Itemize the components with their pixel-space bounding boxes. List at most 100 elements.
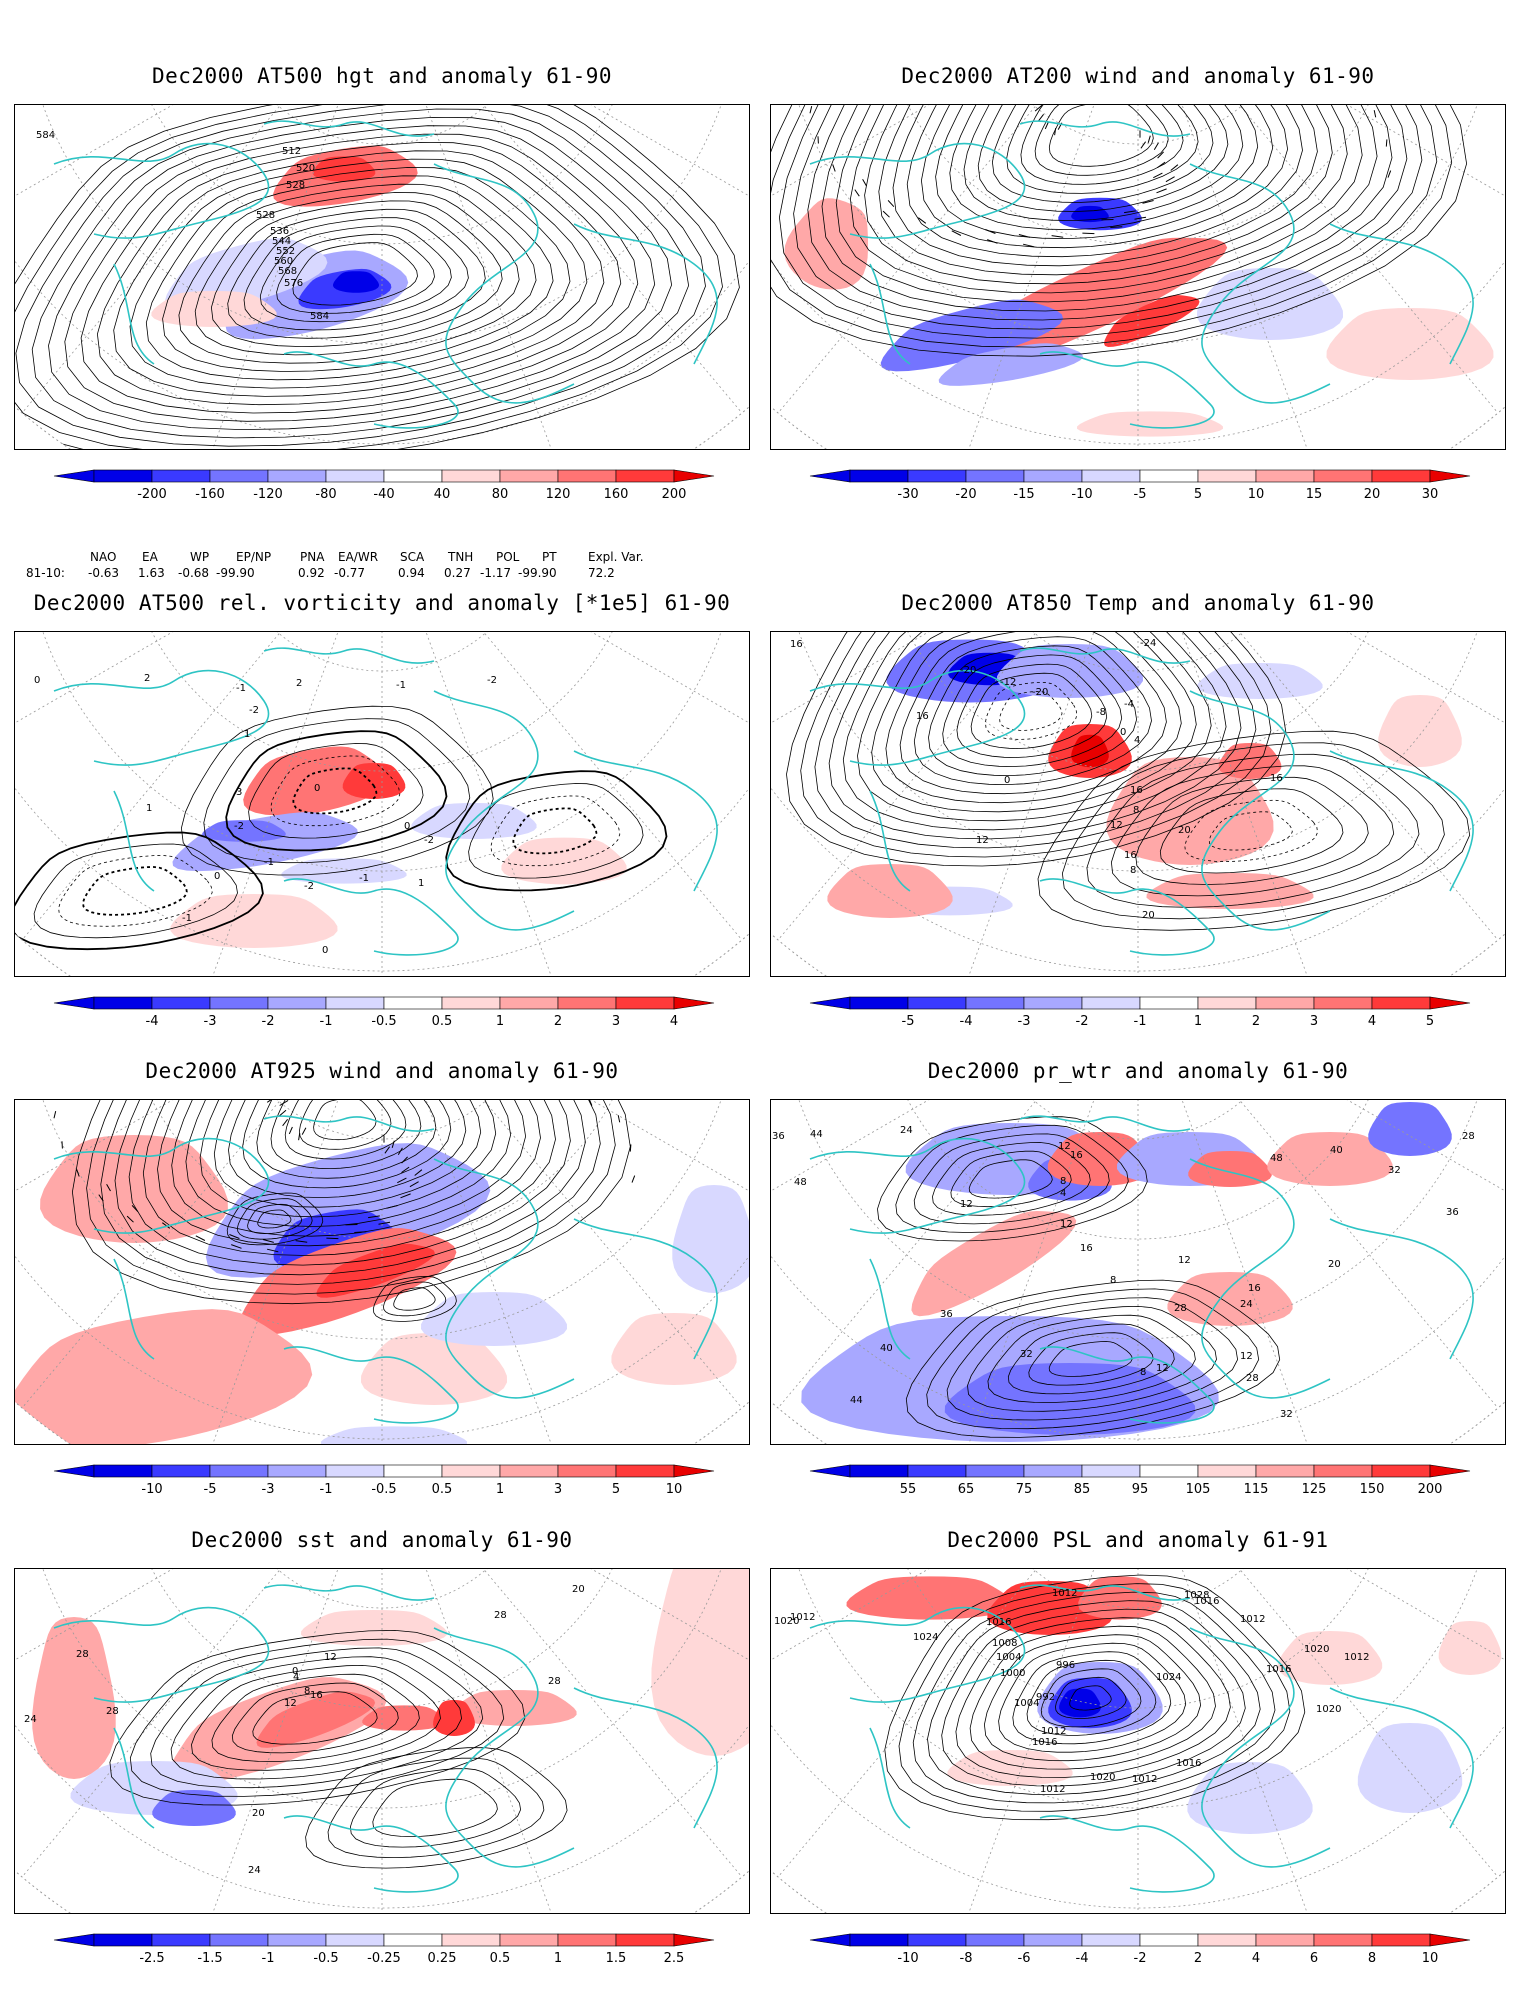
anomaly-region: [501, 837, 627, 885]
coastline: [1019, 1584, 1191, 1601]
meridian-line: [1137, 1568, 1499, 1878]
coastline: [1189, 1627, 1331, 1868]
contour-label: -2: [249, 705, 259, 716]
streamline-arrow: [98, 1194, 104, 1202]
colorbar-tick-label: -1.5: [197, 1951, 222, 1966]
contour-label: 1016: [1032, 1737, 1057, 1748]
contour-line: [227, 208, 486, 339]
streamline-arrow: [918, 217, 927, 224]
contour-line: [33, 843, 238, 939]
contour-line: [292, 767, 378, 815]
coastline: [113, 263, 155, 365]
colorbar-tick-label: -6: [1018, 1951, 1031, 1966]
contour-line: [512, 807, 598, 855]
contour-label: 16: [310, 1690, 323, 1701]
anomaly-region: [312, 156, 376, 182]
contour-line: [935, 104, 1274, 240]
contour-label: 28: [76, 1649, 89, 1660]
map-area: 16 -24 -20 -12 -20 16 -8 -4 0 4 0 16 8 12 16 20 12 8 20 16: [770, 631, 1506, 977]
meridian-line: [21, 104, 383, 414]
colorbar-swatch: [383, 1933, 443, 1947]
colorbar-swatch: [267, 1933, 327, 1947]
contour-label: 1012: [1344, 1652, 1369, 1663]
contour-label: 536: [270, 226, 289, 237]
colorbar-swatch: [499, 1464, 559, 1478]
colorbar-swatch: [1255, 996, 1315, 1010]
colorbar-tick-label: 1: [554, 1951, 562, 1966]
contour-line: [256, 1099, 437, 1179]
colorbar-swatch: [1139, 996, 1199, 1010]
colorbar: -4 -3 -2 -1 -0.5 0.5 1 2 3 4: [53, 995, 715, 1033]
contour-line: [194, 192, 520, 356]
contour-label: 560: [274, 256, 293, 267]
contour-line: [1135, 776, 1369, 885]
colorbar-swatch: [1313, 1933, 1373, 1947]
anomaly-region: [433, 1700, 475, 1736]
colorbar-arrow-right: [1429, 1464, 1471, 1478]
contour-label: 36: [940, 1309, 953, 1320]
contour-line: [770, 104, 1453, 348]
contour-line: [191, 1664, 441, 1771]
colorbar-arrow-left: [53, 1933, 95, 1947]
contour-line: [927, 1600, 1261, 1795]
contour-label: 48: [1270, 1153, 1283, 1164]
contour-line: [928, 645, 1138, 777]
colorbar-tick-label: 150: [1360, 1482, 1385, 1497]
colorbar-swatch: [1139, 1464, 1199, 1478]
anomaly-region: [301, 1610, 447, 1646]
contour-line: [1020, 104, 1184, 185]
streamline-arrow: [288, 1126, 293, 1135]
contour-label: 20: [1178, 825, 1191, 836]
contour-label: 568: [278, 266, 297, 277]
coastline: [1189, 163, 1331, 404]
contour-label: 28: [1462, 1131, 1475, 1142]
colorbar-swatch: [499, 1933, 559, 1947]
contour-label: 584: [310, 311, 329, 322]
contour-line: [468, 783, 644, 879]
contour-label: 1004: [996, 1652, 1021, 1663]
colorbar-tick-label: 1.5: [606, 1951, 627, 1966]
contour-label: -1: [182, 913, 192, 924]
colorbar-arrow-right: [673, 1933, 715, 1947]
meridian-line: [381, 631, 743, 941]
contour-label: 8: [1133, 805, 1139, 816]
map-frame: [770, 1099, 1506, 1445]
colorbar-swatch: [907, 469, 967, 483]
colorbar-tick-label: 5: [612, 1482, 620, 1497]
contour-line: [969, 1625, 1216, 1770]
anomaly-region: [243, 746, 388, 816]
index-value: 0.94: [398, 566, 425, 580]
colorbar-tick-label: -2: [1076, 1014, 1089, 1029]
colorbar-swatch: [1197, 996, 1257, 1010]
colorbar-swatch: [1255, 1933, 1315, 1947]
contour-line: [1040, 1668, 1142, 1728]
anomaly-region: [1197, 663, 1323, 699]
contour-label: 0: [322, 945, 328, 956]
contour-line: [905, 1279, 1281, 1438]
anomaly-region: [1277, 1631, 1383, 1685]
contour-label: 16: [1270, 773, 1283, 784]
coastline: [283, 351, 459, 429]
streamline-arrow: [887, 200, 895, 208]
anomaly-region: [170, 894, 338, 948]
colorbar-arrow-left: [53, 996, 95, 1010]
contour-line: [128, 1099, 571, 1266]
index-value: -99.90: [216, 566, 255, 580]
contour-line: [1048, 104, 1154, 167]
colorbar-tick-label: -20: [955, 487, 976, 502]
colorbar-arrow-right: [673, 1464, 715, 1478]
contour-line: [162, 175, 554, 372]
contour-label: 3: [236, 787, 242, 798]
colorbar: -30 -20 -15 -10 -5 5 10 15 20 30: [809, 468, 1471, 506]
anomaly-region: [1368, 1102, 1452, 1156]
colorbar-tick-label: 10: [666, 1482, 683, 1497]
colorbar: -5 -4 -3 -2 -1 1 2 3 4 5: [809, 995, 1471, 1033]
map-content: [14, 1568, 750, 1914]
contour-line: [956, 663, 1108, 758]
anomaly-region: [361, 1333, 507, 1405]
streamline-arrow: [400, 1193, 411, 1199]
coastline: [1019, 647, 1191, 664]
index-name: PT: [542, 550, 557, 564]
coastline: [263, 120, 435, 137]
colorbar-swatch: [965, 469, 1025, 483]
